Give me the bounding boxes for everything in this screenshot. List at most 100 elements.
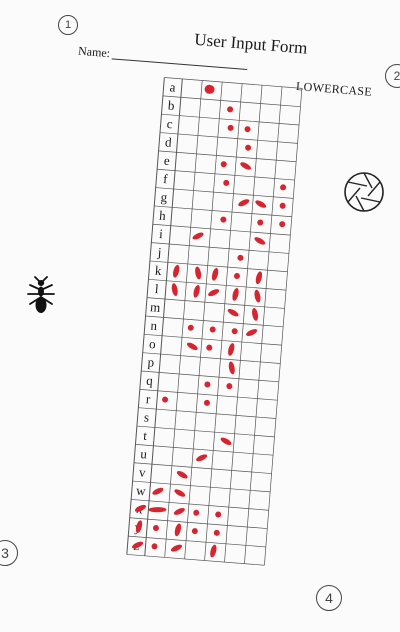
row-letter-q: q bbox=[146, 373, 154, 389]
red-mark-p bbox=[228, 361, 235, 375]
row-letter-e: e bbox=[163, 153, 170, 168]
row-letter-j: j bbox=[156, 244, 162, 259]
red-mark-y bbox=[174, 523, 182, 537]
red-mark-i bbox=[254, 237, 266, 245]
red-mark-q bbox=[204, 381, 211, 388]
red-mark-e bbox=[240, 162, 252, 170]
marker-4: 4 bbox=[316, 585, 342, 611]
red-mark-y bbox=[152, 525, 159, 532]
grid-row-line bbox=[152, 223, 291, 236]
grid-row-line bbox=[164, 77, 302, 89]
red-mark-g bbox=[238, 199, 250, 207]
row-letter-a: a bbox=[169, 79, 176, 94]
grid-row-line bbox=[126, 554, 265, 566]
grid-row-line bbox=[144, 333, 282, 346]
row-letter-b: b bbox=[167, 98, 175, 113]
red-mark-e bbox=[220, 161, 227, 168]
red-mark-k bbox=[195, 266, 202, 280]
red-mark-m bbox=[227, 308, 239, 317]
red-mark-o bbox=[228, 343, 235, 356]
red-mark-z bbox=[132, 541, 144, 549]
row-letter-i: i bbox=[159, 226, 164, 241]
red-mark-m bbox=[252, 307, 259, 321]
grid-row-line bbox=[155, 187, 294, 199]
red-mark-k bbox=[255, 271, 263, 285]
grid-row-line bbox=[142, 352, 281, 364]
red-mark-h bbox=[257, 219, 264, 226]
red-mark-n bbox=[209, 326, 216, 333]
red-mark-y bbox=[191, 528, 198, 535]
letter-grid: abcdefghijklmnopqrstuvwxyz bbox=[126, 76, 303, 566]
red-mark-r bbox=[203, 399, 210, 406]
row-letter-c: c bbox=[166, 116, 173, 131]
row-letter-m: m bbox=[150, 299, 161, 315]
row-letter-h: h bbox=[159, 208, 167, 224]
red-mark-l bbox=[208, 289, 220, 297]
red-mark-b bbox=[227, 106, 234, 113]
grid-row-line bbox=[135, 444, 274, 456]
red-mark-w bbox=[152, 487, 164, 495]
red-mark-y bbox=[135, 520, 143, 534]
row-letter-t: t bbox=[143, 428, 148, 443]
red-mark-l bbox=[193, 284, 200, 298]
grid-row-line bbox=[141, 370, 279, 383]
red-mark-w bbox=[174, 489, 186, 497]
row-letter-f: f bbox=[163, 171, 169, 186]
red-mark-x bbox=[173, 507, 185, 515]
red-mark-x bbox=[134, 504, 146, 512]
grid-row-line bbox=[136, 425, 275, 438]
grid-row-line bbox=[159, 132, 298, 144]
grid-row-line bbox=[149, 260, 288, 273]
row-letter-d: d bbox=[164, 134, 172, 150]
row-letter-p: p bbox=[147, 354, 155, 369]
red-mark-i bbox=[192, 232, 204, 240]
grid-row-line bbox=[161, 113, 300, 126]
grid-row-line bbox=[128, 535, 266, 548]
marker-1: 1 bbox=[58, 15, 78, 35]
name-label: Name: bbox=[77, 43, 111, 61]
red-mark-x bbox=[193, 509, 200, 516]
grid-row-line bbox=[158, 150, 297, 163]
row-letter-n: n bbox=[150, 318, 158, 334]
red-mark-k bbox=[173, 264, 180, 278]
grid-row-line bbox=[145, 315, 284, 328]
red-mark-o bbox=[206, 344, 213, 351]
red-mark-d bbox=[245, 144, 252, 151]
red-mark-z bbox=[210, 544, 217, 558]
grid-row-line bbox=[139, 389, 278, 401]
red-mark-r bbox=[162, 396, 169, 403]
letter-grid-svg: abcdefghijklmnopqrstuvwxyz bbox=[126, 77, 303, 566]
grid-row-line bbox=[138, 407, 276, 419]
grid-row-line bbox=[162, 95, 301, 108]
grid-row-line bbox=[148, 278, 287, 291]
red-mark-j bbox=[237, 254, 244, 261]
red-mark-n bbox=[246, 329, 258, 337]
red-mark-o bbox=[186, 342, 198, 351]
red-mark-k bbox=[211, 267, 219, 281]
red-mark-g bbox=[255, 200, 267, 208]
grid-row-line bbox=[131, 499, 269, 511]
row-letter-s: s bbox=[144, 409, 150, 424]
red-mark-k bbox=[233, 273, 240, 280]
red-mark-c bbox=[227, 124, 234, 131]
grid-row-line bbox=[151, 242, 289, 254]
red-mark-a bbox=[204, 84, 215, 94]
red-mark-q bbox=[226, 383, 233, 390]
red-mark-c bbox=[244, 126, 251, 133]
grid-row-line bbox=[129, 517, 268, 529]
red-mark-n bbox=[187, 324, 194, 331]
grid-row-line bbox=[146, 297, 285, 309]
grid-row-line bbox=[132, 480, 271, 493]
row-letter-w: w bbox=[136, 483, 147, 499]
row-letter-l: l bbox=[154, 281, 159, 296]
red-mark-z bbox=[170, 544, 182, 552]
red-mark-f bbox=[280, 184, 287, 191]
red-mark-g bbox=[279, 202, 286, 209]
row-letter-o: o bbox=[149, 336, 157, 351]
row-letter-g: g bbox=[160, 189, 168, 205]
red-mark-f bbox=[223, 179, 230, 186]
red-mark-n bbox=[231, 328, 238, 335]
grid-row-line bbox=[154, 205, 292, 218]
red-mark-z bbox=[151, 543, 158, 550]
